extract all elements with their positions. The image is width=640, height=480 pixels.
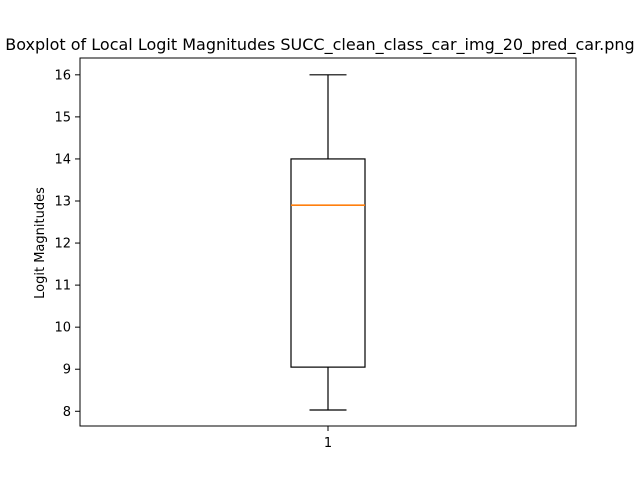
y-tick-label: 15	[54, 110, 71, 125]
plot-area: 8 9 10 11 12 13 14 15 16 1	[54, 68, 366, 451]
y-tick-label: 11	[54, 279, 71, 294]
axes-frame	[79, 57, 577, 427]
y-tick-label: 12	[54, 237, 71, 252]
x-tick-label: 1	[324, 436, 332, 451]
y-axis-label: Logit Magnitudes	[33, 187, 48, 299]
y-tick-label: 9	[63, 363, 71, 378]
y-tick-label: 13	[54, 194, 71, 209]
y-tick-label: 16	[54, 68, 71, 83]
y-tick-label: 8	[63, 405, 71, 420]
y-tick-label: 10	[54, 321, 71, 336]
chart-title: Boxplot of Local Logit Magnitudes SUCC_c…	[5, 35, 634, 55]
y-tick-label: 14	[54, 152, 71, 167]
box-iqr	[290, 158, 366, 368]
